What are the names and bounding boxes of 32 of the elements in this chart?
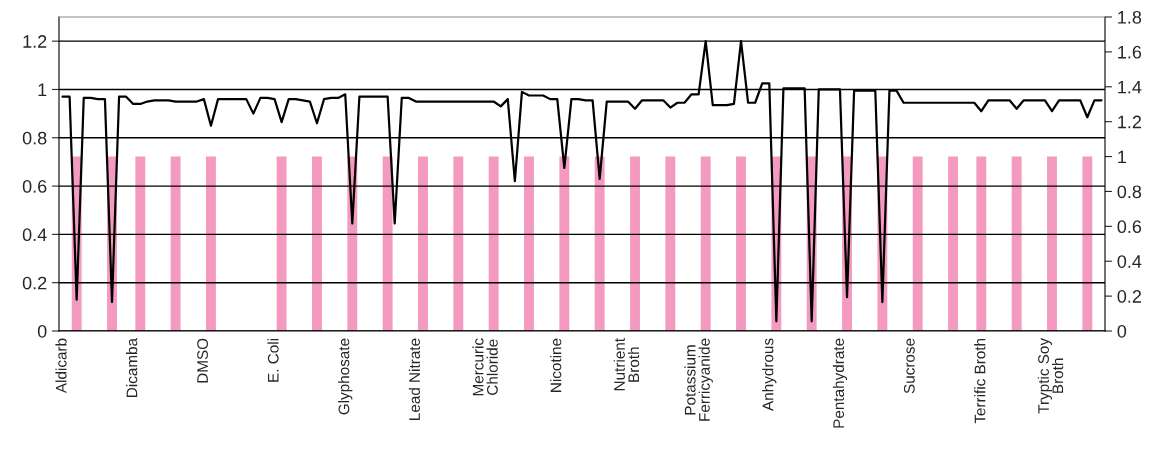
x-tick-label: Mercuric Chloride	[472, 338, 498, 396]
y2-tick-label: 0.2	[1117, 290, 1141, 303]
y-tick-label: 0.8	[22, 131, 47, 145]
y-tick-label: 0	[37, 324, 47, 338]
x-tick-label: Anhydrous	[762, 338, 777, 411]
y2-tick-label: 0.8	[1117, 185, 1142, 199]
x-tick-label: DMSO	[197, 338, 208, 383]
x-tick-label: Terrific Broth	[974, 338, 986, 424]
x-tick-label: Potassium Ferricyanide	[684, 338, 713, 421]
x-tick-label: Nicotine	[550, 338, 562, 392]
x-tick-label: Sucrose	[903, 338, 915, 394]
y-tick-label: 1	[38, 83, 47, 96]
y2-tick-label: 1.4	[1118, 80, 1142, 94]
x-tick-label: E. Coli	[267, 338, 279, 382]
y2-tick-label: 0	[1117, 324, 1127, 338]
y2-tick-label: 1.8	[1118, 10, 1142, 24]
y-tick-label: 0.4	[22, 228, 47, 242]
y2-tick-label: 0.6	[1117, 220, 1142, 234]
x-tick-label: Lead Nitrate	[408, 338, 421, 420]
x-tick-label: Glyphosate	[338, 338, 353, 415]
y2-tick-label: 0.4	[1117, 255, 1142, 268]
y-tick-label: 0.6	[22, 180, 47, 193]
y-tick-label: 1.2	[23, 35, 47, 48]
y2-tick-label: 1.2	[1118, 115, 1141, 129]
x-tick-label: Pentahydrate	[832, 338, 848, 428]
x-tick-label: Tryptic Soy Broth	[1037, 337, 1064, 414]
x-tick-label: Nutrient Broth	[613, 338, 640, 391]
x-tick-label: Dicamba	[126, 337, 138, 397]
y2-tick-label: 1	[1118, 150, 1126, 164]
x-tick-label: Aldicarb	[55, 338, 67, 394]
y-tick-label: 0.2	[22, 276, 47, 290]
y2-tick-label: 1.6	[1118, 45, 1142, 59]
